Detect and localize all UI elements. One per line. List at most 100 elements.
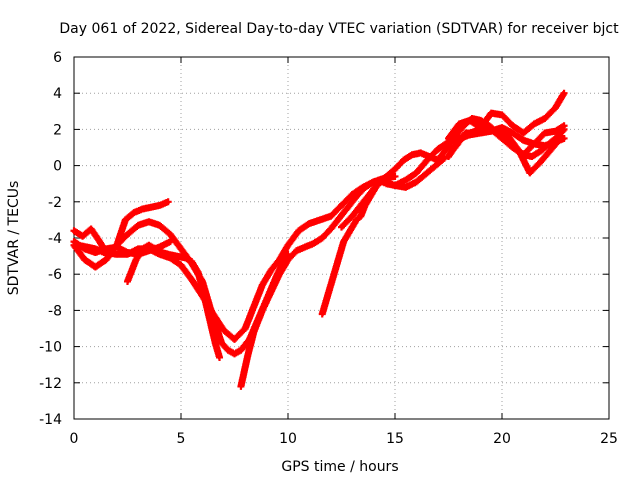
data-point-run <box>463 129 478 137</box>
data-point-run <box>339 192 355 208</box>
y-tick-label: 0 <box>53 159 62 175</box>
data-point-run <box>384 166 398 179</box>
data-point-run <box>414 170 430 185</box>
data-point-run <box>470 115 483 124</box>
data-point-run <box>500 124 515 136</box>
data-point-run <box>357 203 368 219</box>
x-tick-label: 10 <box>279 431 297 447</box>
grid <box>74 57 609 419</box>
data-point-run <box>527 159 543 176</box>
data-point-run <box>232 326 248 342</box>
data-point-run <box>294 244 307 254</box>
data-point-run <box>140 242 151 252</box>
data-point-run <box>178 263 195 282</box>
data-point-run <box>392 158 406 172</box>
data-point-run <box>167 232 184 251</box>
data-point-run <box>285 228 302 248</box>
data-point-run <box>159 249 171 258</box>
y-tick-label: -10 <box>39 340 62 356</box>
data-point-run <box>349 217 360 230</box>
series-layer <box>70 89 568 390</box>
y-tick-label: -4 <box>48 231 62 247</box>
data-point-run <box>125 223 141 237</box>
data-point-run <box>495 126 511 140</box>
data-point-run <box>553 123 567 134</box>
data-point-run <box>157 238 173 250</box>
data-point-run <box>555 127 567 139</box>
data-point-run <box>529 148 543 160</box>
data-point-run <box>531 130 548 147</box>
data-point-run <box>212 322 225 345</box>
data-point-run <box>521 121 537 136</box>
data-point-run <box>414 157 430 176</box>
data-point-run <box>259 268 274 288</box>
data-point-run <box>189 259 201 275</box>
data-point-run <box>157 199 170 209</box>
data-point-run <box>401 152 415 163</box>
y-tick-label: 4 <box>53 86 62 102</box>
data-point-run <box>366 181 381 197</box>
data-point-run <box>93 257 109 270</box>
data-point-run <box>71 243 88 262</box>
data-point-run <box>259 290 274 313</box>
data-point-run <box>237 355 251 389</box>
data-point-run <box>285 248 299 262</box>
data-point-run <box>219 340 231 353</box>
data-point-run <box>207 323 219 345</box>
data-point-run <box>489 109 504 119</box>
data-point-run <box>505 134 522 154</box>
data-point-run <box>250 308 266 335</box>
data-point-run <box>345 194 359 210</box>
data-point-run <box>268 272 283 295</box>
data-point-run <box>424 161 440 176</box>
data-point-run <box>336 239 347 258</box>
data-point-run <box>328 203 344 219</box>
data-point-run <box>203 304 215 327</box>
data-point-run <box>320 226 334 241</box>
data-point-run <box>88 226 103 244</box>
data-point-run <box>318 213 333 223</box>
data-point-run <box>212 341 223 360</box>
y-axis-label: SDTVAR / TECUs <box>6 181 22 296</box>
data-point-run <box>147 242 158 252</box>
data-point-run <box>339 214 355 230</box>
data-point-run <box>276 257 291 277</box>
data-point-run <box>452 130 469 150</box>
data-point-run <box>538 141 552 154</box>
data-point-run <box>133 246 146 262</box>
data-point-run <box>336 205 351 221</box>
data-point-run <box>183 255 194 265</box>
y-tick-label: 2 <box>53 122 62 138</box>
x-tick-label: 25 <box>600 431 618 447</box>
chart-title: Day 061 of 2022, Sidereal Day-to-day VTE… <box>59 21 619 37</box>
y-tick-label: -8 <box>48 303 62 319</box>
y-tick-label: -14 <box>39 412 62 428</box>
data-point-run <box>303 240 316 250</box>
data-point-run <box>232 347 243 357</box>
data-point-run <box>157 223 173 237</box>
data-point-run <box>268 257 282 273</box>
x-tick-label: 15 <box>386 431 404 447</box>
data-point-run <box>446 121 462 141</box>
data-point-run <box>435 155 447 167</box>
x-tick-label: 0 <box>70 431 79 447</box>
series-track-4 <box>74 172 399 343</box>
data-point-run <box>499 136 515 150</box>
tick-labels: 0 5 10 15 20 25 -14 -12 -10 -8 -6 -4 -2 0 2 4 6 <box>39 50 618 447</box>
data-point-run <box>250 283 266 309</box>
data-point-run <box>345 225 355 237</box>
x-tick-label: 20 <box>493 431 511 447</box>
data-point-run <box>114 232 130 248</box>
y-tick-label: -12 <box>39 376 62 392</box>
data-point-run <box>516 149 533 175</box>
data-point-run <box>296 220 312 234</box>
data-point-run <box>418 150 431 160</box>
data-point-run <box>538 147 554 165</box>
data-point-run <box>452 123 466 139</box>
data-point-run <box>153 246 164 256</box>
data-point-run <box>244 330 257 360</box>
data-point-run <box>548 134 565 152</box>
y-tick-label: 6 <box>53 50 62 66</box>
y-tick-label: -2 <box>48 195 62 211</box>
